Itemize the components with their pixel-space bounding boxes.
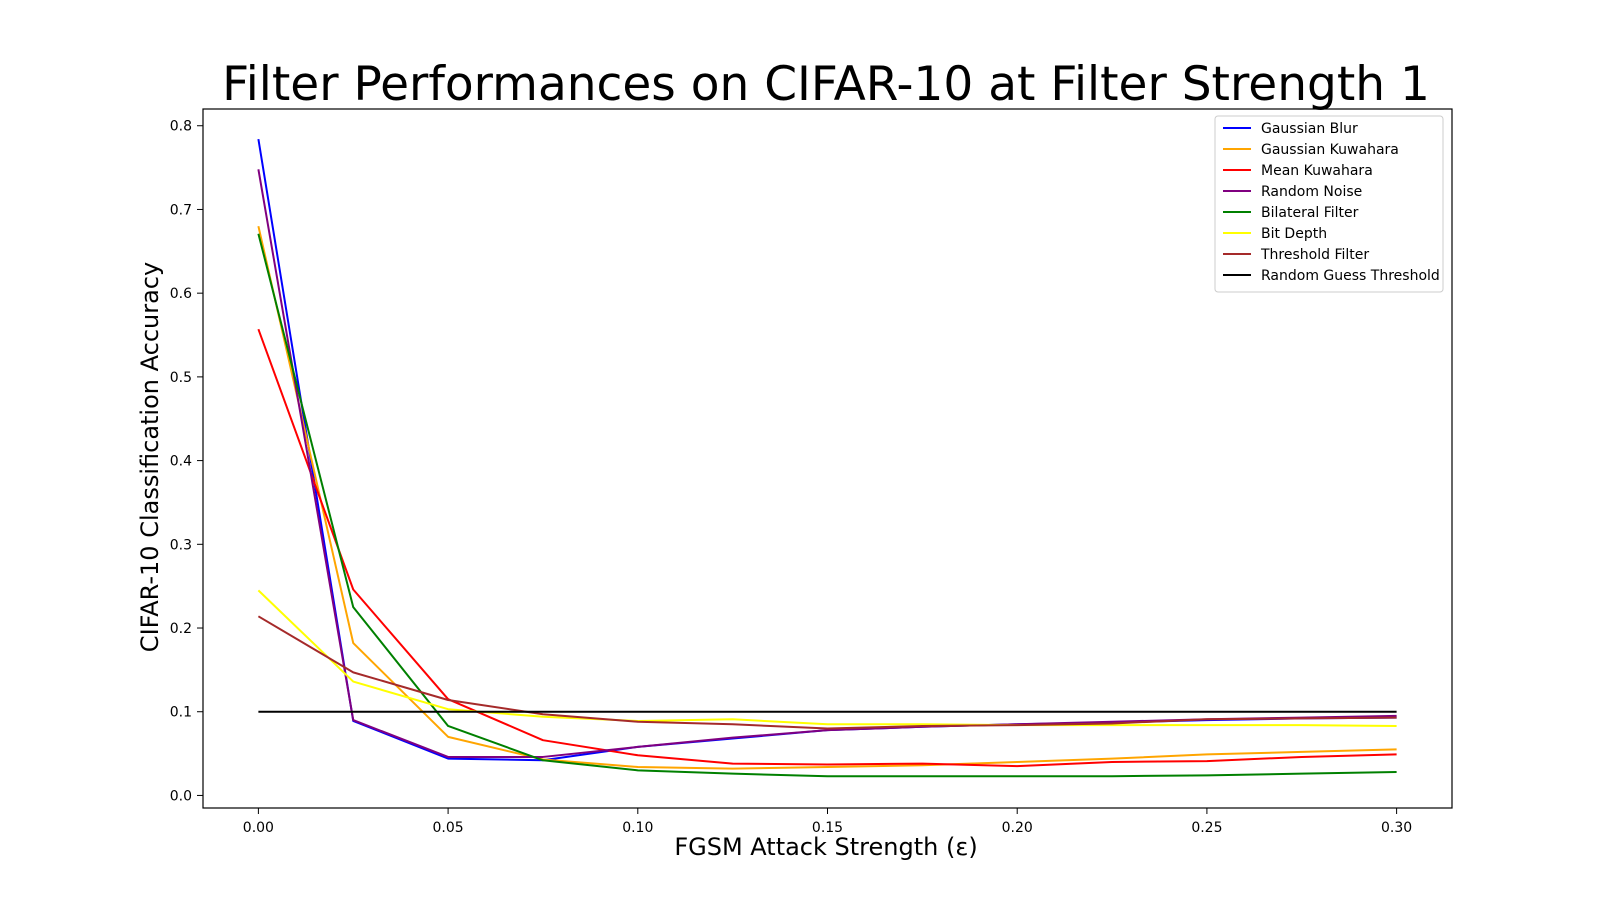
- series-line-threshold-filter: [257, 615, 1397, 730]
- x-tick-label: 0.10: [622, 820, 653, 836]
- legend-label: Threshold Filter: [1260, 247, 1369, 263]
- legend-label: Random Noise: [1261, 184, 1362, 200]
- x-tick-label: 0.15: [812, 820, 843, 836]
- legend: Gaussian Blur Gaussian Kuwahara Mean Kuwah…: [1214, 115, 1444, 293]
- plot-area: [202, 108, 1453, 809]
- y-tick-label: 0.7: [170, 202, 192, 218]
- y-tick-label: 0.3: [170, 537, 192, 553]
- series-line-bilateral-filter: [257, 233, 1397, 778]
- x-tick-label: 0.20: [1002, 820, 1033, 836]
- y-tick-label: 0.1: [170, 705, 192, 721]
- axis-ticks: 0.00 0.05 0.10 0.15 0.20 0.25 0.30 0.0 0.1 0.2 0.3…: [170, 119, 1412, 836]
- legend-label: Bit Depth: [1261, 226, 1327, 242]
- x-tick-label: 0.25: [1191, 820, 1222, 836]
- legend-label: Gaussian Kuwahara: [1261, 142, 1399, 158]
- x-tick-label: 0.05: [433, 820, 464, 836]
- legend-label: Random Guess Threshold: [1261, 268, 1440, 284]
- legend-label: Gaussian Blur: [1261, 121, 1358, 137]
- y-tick-label: 0.6: [170, 286, 192, 302]
- legend-box: [1214, 115, 1444, 293]
- series-line-bit-depth: [257, 589, 1397, 727]
- y-tick-label: 0.2: [170, 621, 192, 637]
- x-tick-label: 0.30: [1381, 820, 1412, 836]
- chart-title: Filter Performances on CIFAR-10 at Filte…: [222, 57, 1430, 112]
- y-axis-label: CIFAR-10 Classification Accuracy: [136, 262, 164, 652]
- series-line-gaussian-kuwahara: [257, 225, 1397, 770]
- legend-label: Bilateral Filter: [1261, 205, 1359, 221]
- x-tick-label: 0.00: [243, 820, 274, 836]
- y-tick-label: 0.0: [170, 788, 192, 804]
- x-axis-label: FGSM Attack Strength (ε): [674, 833, 977, 861]
- y-tick-label: 0.8: [170, 119, 192, 135]
- y-tick-label: 0.4: [170, 454, 192, 470]
- y-tick-label: 0.5: [170, 370, 192, 386]
- legend-label: Mean Kuwahara: [1261, 163, 1373, 179]
